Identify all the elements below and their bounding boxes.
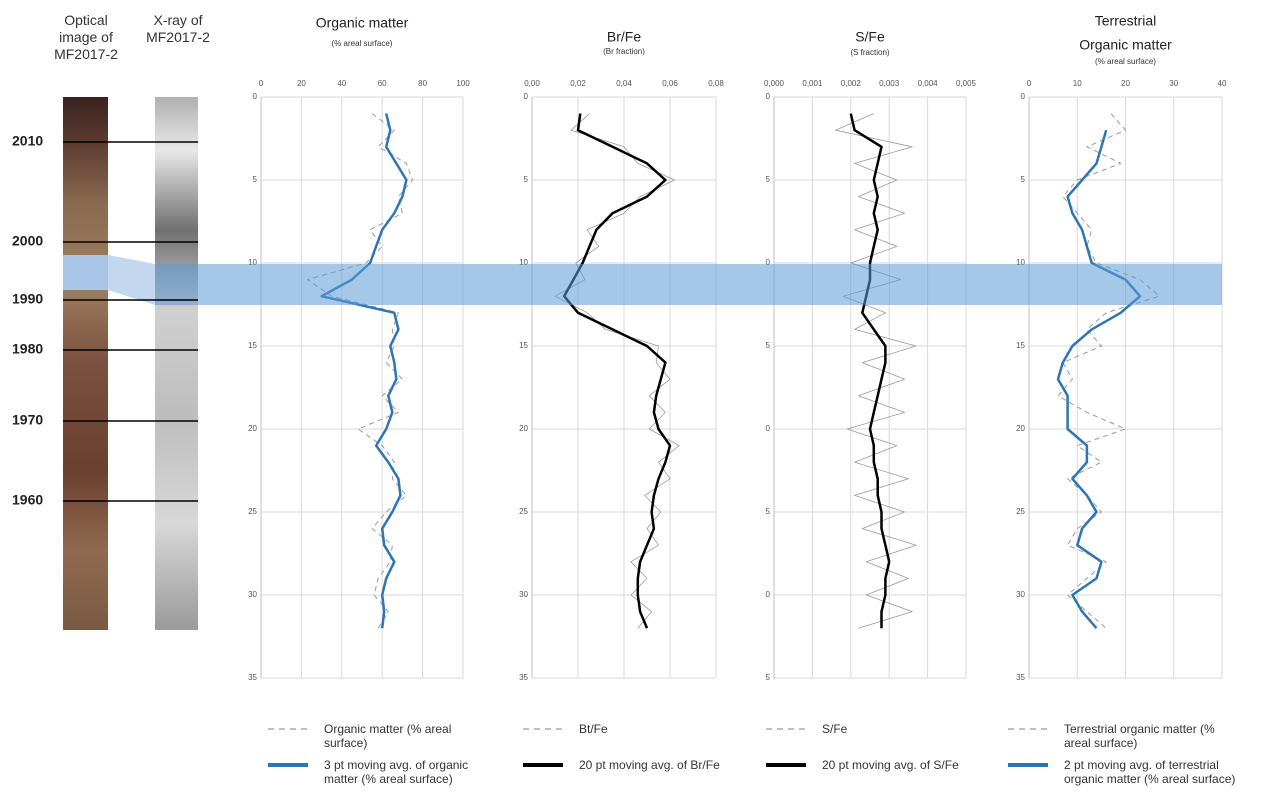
x-tick-label: 20 xyxy=(1121,79,1130,88)
x-tick-label: 80 xyxy=(418,79,427,88)
legend-label: 20 pt moving avg. of Br/Fe xyxy=(579,758,720,772)
panel-title: Br/Fe xyxy=(607,29,641,45)
y-tick-label: 25 xyxy=(248,507,257,516)
x-tick-label: 100 xyxy=(456,79,470,88)
y-tick-label: 10 xyxy=(519,258,528,267)
y-tick-label: 0 xyxy=(766,590,771,599)
y-tick-label: 25 xyxy=(1016,507,1025,516)
series-line xyxy=(1057,113,1160,629)
highlight-band xyxy=(155,264,1222,305)
x-tick-label: 0 xyxy=(1027,79,1032,88)
x-tick-label: 20 xyxy=(297,79,306,88)
panel-subtitle: (% areal surface) xyxy=(332,39,393,48)
y-tick-label: 15 xyxy=(248,341,257,350)
panel-title: Organic matter xyxy=(1079,37,1172,53)
legend-label: 2 pt moving avg. of terrestrial organic … xyxy=(1064,758,1236,786)
x-tick-label: 0,00 xyxy=(524,79,540,88)
year-label: 1990 xyxy=(12,291,43,307)
x-tick-label: 0,02 xyxy=(570,79,586,88)
x-tick-label: 0 xyxy=(259,79,264,88)
series-line xyxy=(562,113,672,629)
panel-subtitle: (% areal surface) xyxy=(1095,57,1156,66)
panel-subtitle: (S fraction) xyxy=(850,48,889,57)
x-tick-label: 60 xyxy=(378,79,387,88)
x-tick-label: 0,002 xyxy=(841,79,862,88)
y-tick-label: 10 xyxy=(248,258,257,267)
x-tick-label: 0,06 xyxy=(662,79,678,88)
y-tick-label: 5 xyxy=(524,175,529,184)
y-tick-label: 5 xyxy=(766,341,771,350)
y-tick-label: 20 xyxy=(519,424,528,433)
legend-label: S/Fe xyxy=(822,722,848,736)
x-tick-label: 0,004 xyxy=(918,79,939,88)
legend-label: Terrestrial organic matter (% areal surf… xyxy=(1064,722,1215,750)
y-tick-label: 0 xyxy=(766,258,771,267)
year-label: 1980 xyxy=(12,341,43,357)
legend-label: 20 pt moving avg. of S/Fe xyxy=(822,758,959,772)
legend-label: Organic matter (% areal surface) xyxy=(324,722,452,750)
x-tick-label: 0,003 xyxy=(879,79,900,88)
x-tick-label: 0,001 xyxy=(802,79,823,88)
y-tick-label: 0 xyxy=(253,92,258,101)
y-tick-label: 5 xyxy=(766,673,771,682)
y-tick-label: 30 xyxy=(1016,590,1025,599)
y-tick-label: 5 xyxy=(766,507,771,516)
series-line xyxy=(320,113,408,629)
legend-label: Bt/Fe xyxy=(579,722,608,736)
y-tick-label: 0 xyxy=(1021,92,1026,101)
y-tick-label: 15 xyxy=(519,341,528,350)
y-tick-label: 20 xyxy=(1016,424,1025,433)
core-highlight xyxy=(63,255,108,290)
panel-title: Organic matter xyxy=(316,15,409,31)
y-tick-label: 0 xyxy=(766,424,771,433)
y-tick-label: 0 xyxy=(524,92,529,101)
xray-label: X-ray of MF2017-2 xyxy=(146,12,210,45)
year-label: 2000 xyxy=(12,233,43,249)
y-tick-label: 15 xyxy=(1016,341,1025,350)
y-tick-label: 30 xyxy=(519,590,528,599)
y-tick-label: 30 xyxy=(248,590,257,599)
year-label: 2010 xyxy=(12,133,43,149)
x-tick-label: 0,005 xyxy=(956,79,977,88)
x-tick-label: 10 xyxy=(1073,79,1082,88)
x-tick-label: 0,08 xyxy=(708,79,724,88)
y-tick-label: 5 xyxy=(253,175,258,184)
x-tick-label: 40 xyxy=(1218,79,1227,88)
highlight-connector xyxy=(108,255,155,305)
panel-subtitle: (Br fraction) xyxy=(603,47,645,56)
x-tick-label: 0,000 xyxy=(764,79,785,88)
series-line xyxy=(1056,129,1142,630)
y-tick-label: 35 xyxy=(1016,673,1025,682)
xray-image xyxy=(155,97,198,630)
optical-label: Optical image of MF2017-2 xyxy=(54,12,118,62)
series-line xyxy=(307,113,413,629)
legend-label: 3 pt moving avg. of organic matter (% ar… xyxy=(324,758,469,786)
y-tick-label: 35 xyxy=(519,673,528,682)
x-tick-label: 0,04 xyxy=(616,79,632,88)
y-tick-label: 5 xyxy=(1021,175,1026,184)
panel-title: Terrestrial xyxy=(1095,13,1156,29)
y-tick-label: 35 xyxy=(248,673,257,682)
optical-image xyxy=(63,97,108,630)
y-tick-label: 5 xyxy=(766,175,771,184)
y-tick-label: 10 xyxy=(1016,258,1025,267)
y-tick-label: 25 xyxy=(519,507,528,516)
series-line xyxy=(849,113,891,629)
year-label: 1960 xyxy=(12,492,43,508)
y-tick-label: 0 xyxy=(766,92,771,101)
series-line xyxy=(554,113,680,629)
year-label: 1970 xyxy=(12,412,43,428)
x-tick-label: 30 xyxy=(1169,79,1178,88)
x-tick-label: 40 xyxy=(337,79,346,88)
y-tick-label: 20 xyxy=(248,424,257,433)
panel-title: S/Fe xyxy=(855,29,885,45)
